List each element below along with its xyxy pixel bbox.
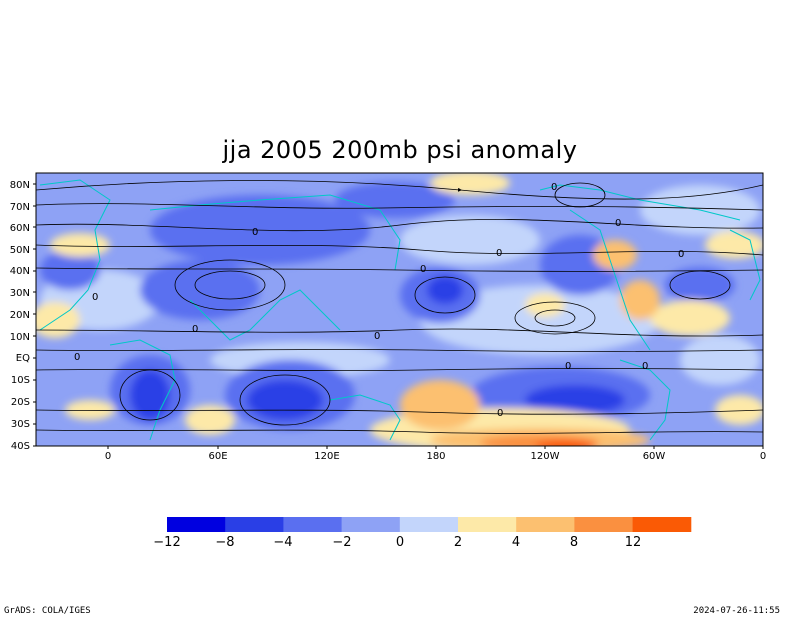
colorbar-swatch (283, 517, 343, 532)
contour-label: 0 (497, 408, 503, 419)
contour-label: 0 (551, 182, 557, 193)
colorbar-label: −4 (273, 535, 292, 550)
contour-label: 0 (642, 361, 648, 372)
colorbar-label: −2 (332, 535, 351, 550)
contour-label: 0 (92, 292, 98, 303)
contour-label: 0 (74, 352, 80, 363)
map-title: jja 2005 200mb psi anomaly (222, 136, 578, 164)
colorbar-swatch (167, 517, 226, 532)
streamlines (36, 180, 763, 434)
lat-label: 20S (11, 397, 30, 408)
contour-label: 0 (192, 324, 198, 335)
contour-label: 0 (374, 331, 380, 342)
lon-ticks (107, 446, 764, 449)
lon-label: 180 (426, 451, 445, 462)
colorbar-swatch (458, 517, 517, 532)
anomaly-field: 0 0 0 0 0 0 0 0 0 0 0 0 0 (36, 173, 763, 446)
lon-label: 60E (208, 451, 227, 462)
contour-label: 0 (252, 227, 258, 238)
contour-label: 0 (420, 264, 426, 275)
lon-label: 120E (314, 451, 339, 462)
lat-label: 20N (10, 310, 30, 321)
contour-label: 0 (565, 361, 571, 372)
lat-label: 40S (11, 441, 30, 452)
contour-label: 0 (496, 248, 502, 259)
lat-label: 60N (10, 223, 30, 234)
lon-label: 0 (760, 451, 766, 462)
contour-label: 0 (678, 249, 684, 260)
map-frame (35, 172, 764, 447)
lat-label: 10N (10, 332, 30, 343)
footer-timestamp: 2024-07-26-11:55 (693, 606, 780, 616)
lat-ticks (33, 183, 36, 447)
colorbar-label: 12 (625, 535, 642, 550)
colorbar-label: 8 (570, 535, 578, 550)
colorbar-swatch (632, 517, 692, 532)
colorbar-swatch (574, 517, 634, 532)
colorbar-swatch (399, 517, 459, 532)
lat-label: 10S (11, 375, 30, 386)
lat-label: 70N (10, 202, 30, 213)
colorbar-label: 2 (454, 535, 462, 550)
lat-label: 50N (10, 245, 30, 256)
latitude-axis: 80N 70N 60N 50N 40N 30N 20N 10N EQ 10S 2… (10, 180, 30, 452)
colorbar-label: 0 (396, 535, 404, 550)
lat-label: 40N (10, 266, 30, 277)
lat-label: EQ (16, 353, 30, 364)
colorbar-labels: −12 −8 −4 −2 0 2 4 8 12 (153, 535, 641, 550)
colorbar-swatch (225, 517, 284, 532)
zero-contour-labels: 0 0 0 0 0 0 0 0 0 0 0 0 0 (74, 182, 684, 419)
lon-label: 60W (643, 451, 666, 462)
colorbar-swatch (341, 517, 401, 532)
colorbar (167, 517, 692, 532)
lon-label: 120W (531, 451, 560, 462)
colorbar-swatch (516, 517, 575, 532)
lat-label: 30S (11, 419, 30, 430)
colorbar-label: −12 (153, 535, 180, 550)
colorbar-label: −8 (215, 535, 234, 550)
colorbar-label: 4 (512, 535, 520, 550)
lat-label: 80N (10, 180, 30, 191)
footer-credit: GrADS: COLA/IGES (4, 606, 91, 616)
longitude-axis: 0 60E 120E 180 120W 60W 0 (105, 451, 766, 462)
contour-label: 0 (615, 218, 621, 229)
lon-label: 0 (105, 451, 111, 462)
lat-label: 30N (10, 288, 30, 299)
